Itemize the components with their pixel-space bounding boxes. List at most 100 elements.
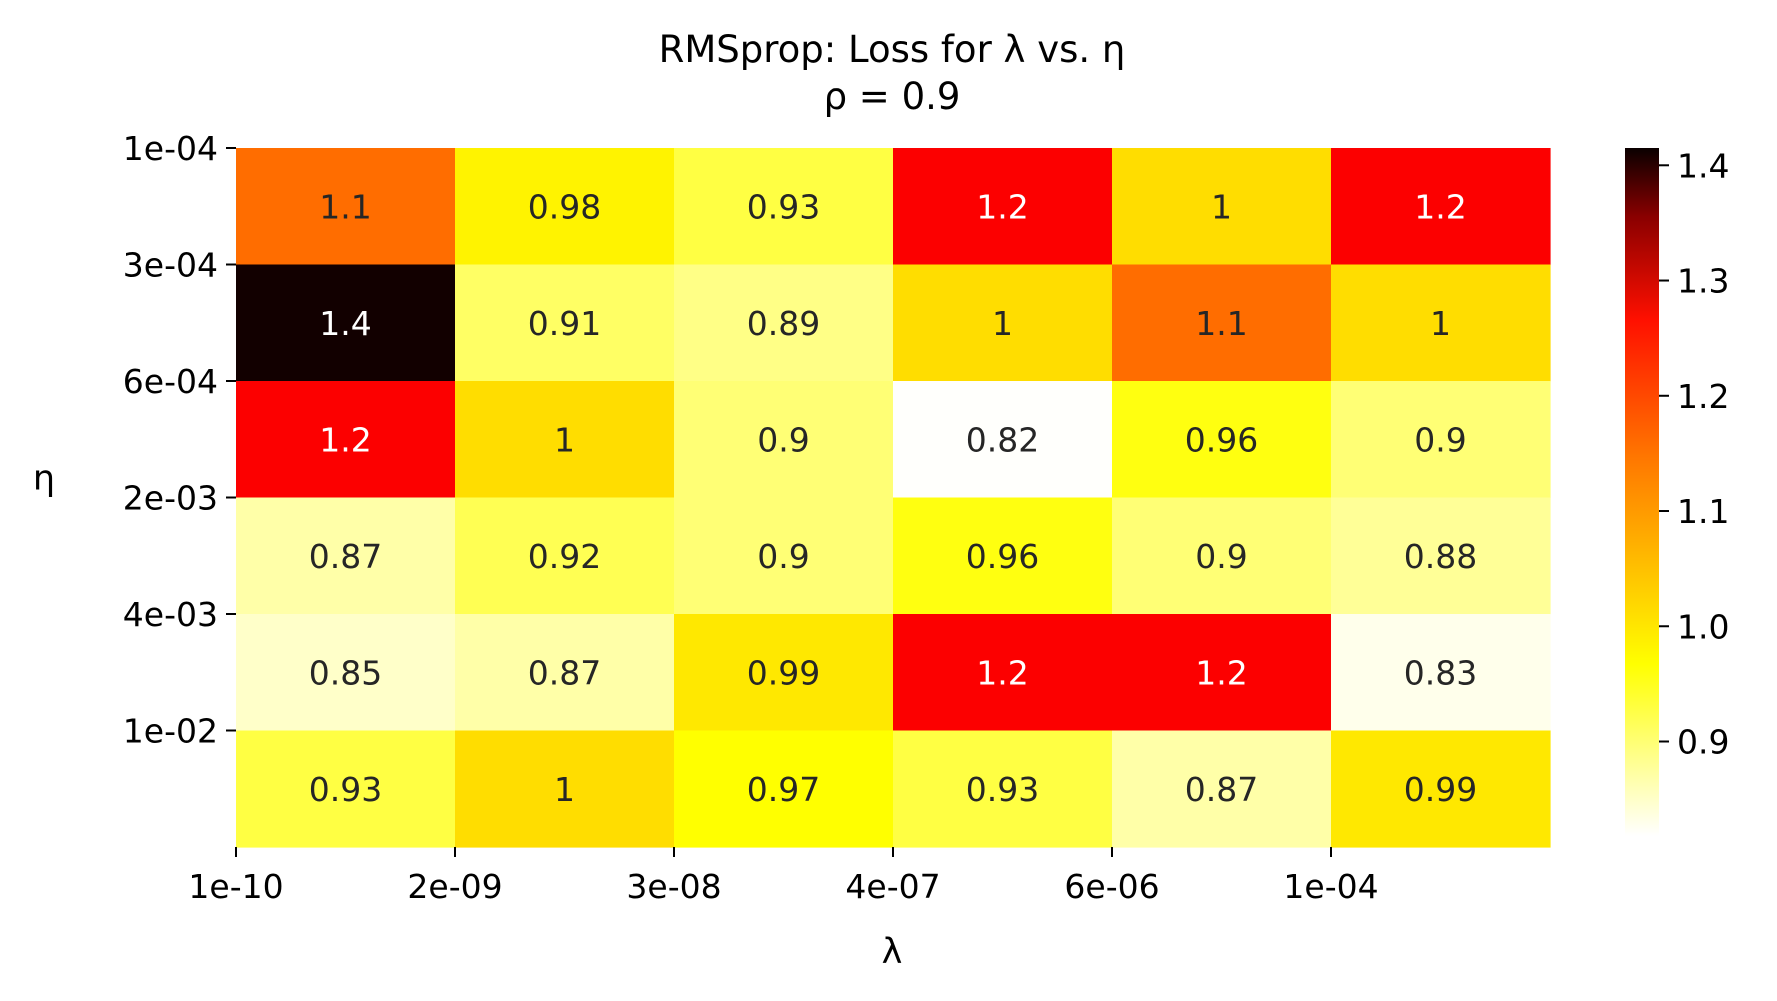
heatmap-cell-label: 0.9 (1195, 537, 1247, 576)
heatmap-cell (674, 614, 894, 732)
x-tick-label: 6e-06 (1064, 867, 1159, 906)
y-tick-label: 1e-04 (123, 129, 218, 168)
y-axis-ticks: 1e-04 3e-04 6e-04 2e-03 4e-03 1e-02 (123, 129, 236, 751)
y-tick-label: 6e-04 (123, 362, 218, 401)
heatmap-cell (236, 264, 456, 382)
heatmap-cell (455, 264, 675, 382)
colorbar-ticks: 0.9 1.0 1.1 1.2 1.3 1.4 (1659, 146, 1729, 762)
heatmap-cell (1331, 497, 1551, 615)
heatmap-cell (455, 381, 675, 499)
heatmap-cell-label: 0.93 (747, 187, 820, 226)
heatmap-cell (236, 381, 456, 499)
x-axis-ticks: 1e-10 2e-09 3e-08 4e-07 6e-06 1e-04 (188, 847, 1379, 906)
heatmap-cell (674, 148, 894, 266)
heatmap-cell-label: 0.99 (1404, 770, 1477, 809)
heatmap-cell-label: 0.9 (757, 537, 809, 576)
heatmap-cell (455, 148, 675, 266)
y-tick-label: 3e-04 (123, 246, 218, 285)
heatmap-cell-label: 0.87 (309, 537, 382, 576)
heatmap-cell-label: 0.87 (1185, 770, 1258, 809)
heatmap-cell (674, 730, 894, 848)
heatmap-cell (893, 148, 1113, 266)
y-tick-label: 4e-03 (123, 595, 218, 634)
heatmap-cell (1112, 264, 1332, 382)
heatmap-cell (1331, 381, 1551, 499)
heatmap-cell (455, 614, 675, 732)
x-tick-label: 2e-09 (407, 867, 502, 906)
heatmap-cell (1331, 614, 1551, 732)
heatmap-cell (1112, 148, 1332, 266)
heatmap-cell-label: 1.2 (319, 420, 371, 459)
heatmap-cell-label: 1 (992, 304, 1013, 343)
heatmap-cell-label: 1.2 (976, 187, 1028, 226)
heatmap-cell-label: 1.1 (1195, 304, 1247, 343)
heatmap-cell-label: 1 (554, 420, 575, 459)
colorbar-tick-label: 1.1 (1677, 492, 1729, 531)
heatmap-cell-label: 0.9 (1414, 420, 1466, 459)
heatmap-cell (674, 497, 894, 615)
heatmap-cell (455, 730, 675, 848)
heatmap-cell-label: 1.4 (319, 304, 371, 343)
heatmap-cell-label: 0.91 (528, 304, 601, 343)
heatmap-cell-label: 0.96 (966, 537, 1039, 576)
heatmap-cell-label: 0.97 (747, 770, 820, 809)
heatmap-cell-label: 0.96 (1185, 420, 1258, 459)
heatmap-cell (236, 497, 456, 615)
heatmap-cell-label: 0.88 (1404, 537, 1477, 576)
x-axis-label: λ (882, 932, 903, 972)
heatmap-cell (674, 264, 894, 382)
heatmap-cell-label: 0.87 (528, 653, 601, 692)
heatmap-cell-label: 0.92 (528, 537, 601, 576)
heatmap-cell-label: 0.99 (747, 653, 820, 692)
heatmap-cell (455, 497, 675, 615)
heatmap-cell (236, 730, 456, 848)
colorbar-gradient (1625, 148, 1659, 836)
colorbar-tick-label: 0.9 (1677, 723, 1729, 762)
chart-title: RMSprop: Loss for λ vs. η (659, 28, 1126, 71)
heatmap-cell (893, 497, 1113, 615)
heatmap-cells: 1.1 0.98 0.93 1.2 1 1.21.4 0.91 0.89 1 1.1 11.2 1 0.… (236, 148, 1551, 848)
heatmap-cell (236, 614, 456, 732)
heatmap-cell-label: 0.85 (309, 653, 382, 692)
colorbar-tick-label: 1.0 (1677, 607, 1729, 646)
heatmap-cell (1112, 381, 1332, 499)
x-tick-label: 1e-10 (188, 867, 283, 906)
heatmap-cell-label: 1 (1430, 304, 1451, 343)
heatmap-cell (893, 264, 1113, 382)
heatmap-cell-label: 0.98 (528, 187, 601, 226)
colorbar-tick-label: 1.4 (1677, 146, 1729, 185)
heatmap-cell-label: 1 (1211, 187, 1232, 226)
colorbar: 0.9 1.0 1.1 1.2 1.3 1.4 (1625, 146, 1729, 836)
heatmap-cell-label: 1.2 (1195, 653, 1247, 692)
x-tick-label: 3e-08 (626, 867, 721, 906)
y-tick-label: 1e-02 (123, 712, 218, 751)
heatmap-cell-label: 0.82 (966, 420, 1039, 459)
heatmap-cell (1112, 730, 1332, 848)
heatmap-cell (674, 381, 894, 499)
colorbar-tick-label: 1.2 (1677, 377, 1729, 416)
heatmap-cell (893, 381, 1113, 499)
x-tick-label: 1e-04 (1283, 867, 1378, 906)
colorbar-tick-label: 1.3 (1677, 262, 1729, 301)
heatmap-cell (893, 730, 1113, 848)
heatmap-cell (1331, 730, 1551, 848)
heatmap-cell-label: 0.93 (966, 770, 1039, 809)
heatmap-cell (1331, 148, 1551, 266)
heatmap-cell (893, 614, 1113, 732)
heatmap-cell-label: 0.9 (757, 420, 809, 459)
heatmap-cell-label: 0.93 (309, 770, 382, 809)
heatmap-cell-label: 1.2 (976, 653, 1028, 692)
y-axis-label: η (33, 459, 55, 499)
heatmap-cell (1112, 614, 1332, 732)
heatmap-cell-label: 1.1 (319, 187, 371, 226)
y-tick-label: 2e-03 (123, 479, 218, 518)
chart-subtitle: ρ = 0.9 (824, 75, 961, 118)
heatmap-cell (236, 148, 456, 266)
x-tick-label: 4e-07 (845, 867, 940, 906)
heatmap-cell-label: 1 (554, 770, 575, 809)
heatmap-cell (1112, 497, 1332, 615)
heatmap-cell-label: 0.83 (1404, 653, 1477, 692)
heatmap-cell-label: 0.89 (747, 304, 820, 343)
heatmap-cell-label: 1.2 (1414, 187, 1466, 226)
